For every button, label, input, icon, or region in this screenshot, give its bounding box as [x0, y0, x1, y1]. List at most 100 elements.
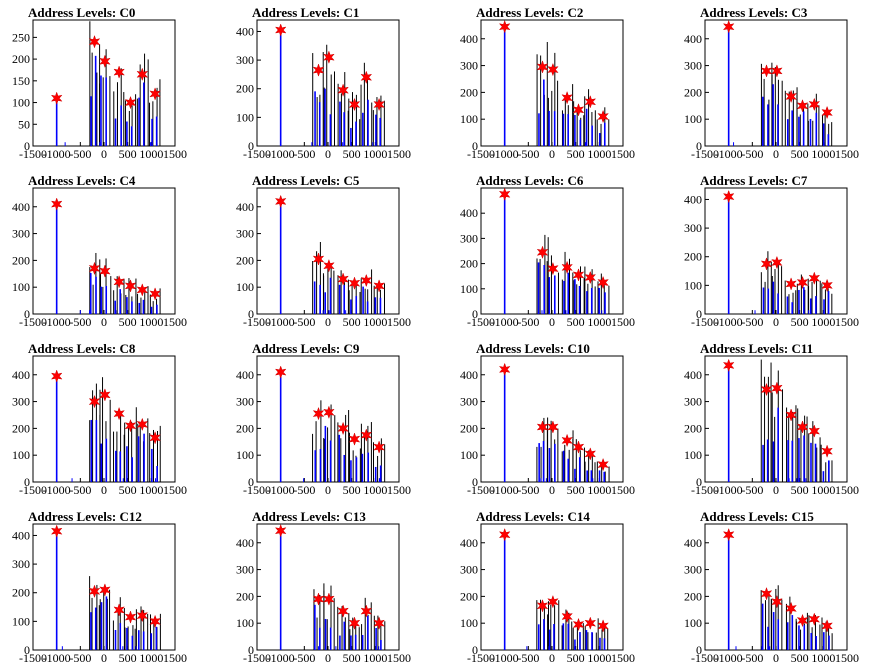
x-tick-label: -1000 — [267, 147, 295, 161]
x-tick-label: 1000 — [587, 651, 611, 665]
panel-title: Address Levels: C2 — [476, 5, 583, 20]
peak-marker — [584, 95, 597, 109]
y-tick-label: 50 — [18, 117, 30, 131]
peak-marker — [561, 609, 573, 624]
peak-marker — [136, 67, 149, 82]
panel-c15: Address Levels: C15 0 100 200 300 400 -1500-10… — [684, 509, 859, 665]
x-tick-label: -500 — [517, 315, 539, 329]
peak-marker — [149, 614, 161, 629]
y-tick-label: 200 — [460, 421, 478, 435]
x-tick-label: -500 — [741, 315, 763, 329]
peak-marker — [561, 433, 573, 448]
y-tick-label: 300 — [12, 557, 30, 571]
x-tick-label: 0 — [549, 315, 555, 329]
y-tick-label: 0 — [696, 307, 702, 321]
y-tick-label: 100 — [12, 96, 30, 110]
x-tick-label: -1000 — [491, 147, 519, 161]
y-tick-label: 0 — [472, 139, 478, 153]
panel-c1: Address Levels: C1 0 100 200 300 400 -1500-100… — [236, 5, 411, 161]
x-tick-label: -1000 — [43, 147, 71, 161]
peak-marker — [808, 612, 821, 626]
peak-marker — [360, 604, 373, 618]
x-tick-label: 0 — [773, 483, 779, 497]
y-tick-label: 400 — [12, 200, 30, 214]
y-tick-label: 100 — [684, 448, 702, 462]
x-tick-label: 0 — [773, 315, 779, 329]
x-tick-label: -1000 — [267, 651, 295, 665]
x-tick-label: 0 — [325, 483, 331, 497]
x-tick-label: -1000 — [43, 483, 71, 497]
y-tick-label: 0 — [696, 475, 702, 489]
y-tick-label: 0 — [696, 139, 702, 153]
plot-frame — [704, 19, 848, 147]
peak-marker — [722, 358, 735, 373]
peak-marker — [572, 268, 585, 282]
panel-title: Address Levels: C14 — [476, 509, 590, 524]
x-tick-label: 1000 — [363, 483, 387, 497]
peak-marker — [124, 418, 137, 433]
panel-title: Address Levels: C11 — [700, 341, 813, 356]
peak-marker — [360, 428, 373, 442]
y-tick-label: 0 — [24, 643, 30, 657]
panel-title: Address Levels: C4 — [28, 173, 136, 188]
y-tick-label: 400 — [460, 206, 478, 220]
peak-marker — [373, 616, 385, 630]
panel-c5: Address Levels: C5 0 100 200 300 400 -1500-100… — [236, 173, 411, 329]
x-tick-label: 1000 — [587, 483, 611, 497]
panel-title: Address Levels: C6 — [476, 173, 584, 188]
x-tick-label: 1000 — [139, 483, 163, 497]
y-tick-label: 400 — [236, 200, 254, 214]
peak-marker — [821, 105, 833, 120]
peak-marker — [821, 619, 833, 633]
peak-marker — [274, 523, 287, 538]
x-tick-label: 500 — [119, 483, 137, 497]
peak-marker — [572, 440, 585, 454]
x-tick-label: 500 — [567, 651, 585, 665]
peak-marker — [136, 283, 149, 297]
panel-title: Address Levels: C8 — [28, 341, 136, 356]
x-tick-label: -1000 — [715, 315, 743, 329]
y-tick-label: 0 — [24, 475, 30, 489]
panel-c14: Address Levels: C14 0 100 200 300 400 -1500-10… — [460, 509, 635, 665]
x-tick-label: -1000 — [43, 315, 71, 329]
peak-marker — [136, 417, 149, 432]
y-tick-label: 200 — [460, 257, 478, 271]
x-tick-label: 0 — [325, 651, 331, 665]
y-tick-label: 200 — [236, 253, 254, 267]
x-tick-label: 1500 — [611, 315, 635, 329]
peak-marker — [771, 64, 783, 78]
y-tick-label: 100 — [684, 278, 702, 292]
peak-marker — [547, 62, 559, 77]
x-tick-label: -1500 — [691, 483, 719, 497]
peak-marker — [760, 64, 773, 78]
x-tick-label: 500 — [343, 651, 361, 665]
x-tick-label: 1500 — [835, 147, 859, 161]
x-tick-label: 500 — [343, 315, 361, 329]
peak-marker — [348, 276, 361, 290]
x-tick-label: 1000 — [139, 315, 163, 329]
y-tick-label: 0 — [696, 643, 702, 657]
y-tick-label: 200 — [12, 586, 30, 600]
panel-c6: Address Levels: C6 0 100 200 300 400 -1500-100… — [460, 173, 635, 329]
x-tick-label: 500 — [119, 147, 137, 161]
y-tick-label: 100 — [236, 280, 254, 294]
x-tick-label: 1000 — [363, 147, 387, 161]
peak-marker — [536, 245, 549, 260]
x-tick-label: 0 — [549, 483, 555, 497]
y-tick-label: 200 — [684, 85, 702, 99]
peak-marker — [572, 617, 585, 632]
x-tick-label: 0 — [549, 651, 555, 665]
x-tick-label: -1500 — [691, 315, 719, 329]
y-tick-label: 300 — [236, 563, 254, 577]
y-tick-label: 300 — [684, 395, 702, 409]
y-tick-label: 300 — [684, 563, 702, 577]
y-tick-label: 300 — [684, 221, 702, 235]
y-tick-label: 0 — [472, 307, 478, 321]
x-tick-label: -500 — [69, 483, 91, 497]
x-tick-label: -500 — [293, 483, 315, 497]
y-tick-label: 400 — [12, 528, 30, 542]
peak-marker — [149, 431, 161, 445]
panel-title: Address Levels: C7 — [700, 173, 808, 188]
x-tick-label: -500 — [69, 651, 91, 665]
peak-marker — [274, 365, 287, 379]
